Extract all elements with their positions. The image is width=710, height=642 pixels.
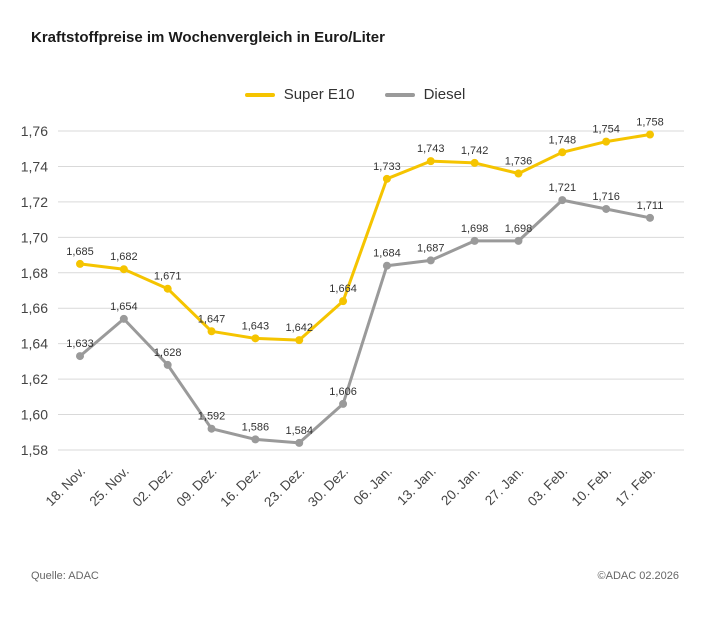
legend-label-super-e10: Super E10 — [283, 86, 355, 103]
data-label: 1,758 — [636, 117, 664, 129]
data-label: 1,633 — [66, 338, 94, 350]
data-label: 1,736 — [505, 156, 533, 168]
data-label: 1,716 — [592, 191, 620, 203]
data-label: 1,748 — [549, 134, 577, 146]
x-axis-label: 03. Feb. — [525, 464, 571, 510]
y-axis-label: 1,74 — [21, 158, 48, 174]
copyright-text: ©ADAC 02.2026 — [597, 570, 680, 582]
legend-label-diesel: Diesel — [423, 86, 466, 103]
y-axis-label: 1,64 — [21, 336, 48, 352]
x-axis-label: 16. Dez. — [217, 464, 263, 510]
y-axis-label: 1,66 — [21, 300, 48, 316]
data-label: 1,685 — [66, 246, 94, 258]
data-point — [207, 424, 216, 433]
data-point — [207, 327, 216, 336]
x-axis-label: 30. Dez. — [305, 464, 351, 510]
data-label: 1,643 — [242, 320, 270, 332]
series-line — [78, 198, 652, 445]
legend-swatch-diesel — [384, 92, 415, 97]
data-label: 1,671 — [154, 271, 182, 283]
x-axis-label: 25. Nov. — [87, 464, 132, 509]
data-label: 1,592 — [198, 411, 226, 423]
chart-legend: Super E10 Diesel — [0, 86, 710, 103]
data-label: 1,733 — [373, 161, 401, 173]
x-axis-label: 02. Dez. — [130, 464, 176, 510]
legend-item-super-e10: Super E10 — [244, 86, 355, 103]
x-axis-label: 20. Jan. — [438, 464, 483, 509]
x-axis-label: 13. Jan. — [394, 464, 439, 509]
data-point — [382, 174, 391, 183]
data-point — [470, 158, 479, 167]
data-point — [251, 334, 260, 343]
data-label: 1,742 — [461, 145, 489, 157]
data-point — [382, 261, 391, 270]
data-label: 1,687 — [417, 242, 445, 254]
data-point — [470, 236, 479, 245]
data-point — [163, 284, 172, 293]
data-point — [646, 213, 654, 222]
data-label: 1,584 — [285, 425, 313, 437]
data-label: 1,586 — [242, 421, 270, 433]
data-label: 1,754 — [592, 124, 620, 136]
data-label: 1,721 — [549, 182, 577, 194]
data-label: 1,698 — [505, 223, 533, 235]
x-axis-label: 17. Feb. — [612, 464, 658, 510]
data-point — [339, 297, 348, 306]
data-label: 1,664 — [329, 283, 357, 295]
legend-item-diesel: Diesel — [384, 86, 466, 103]
x-axis-label: 06. Jan. — [350, 464, 395, 509]
y-axis-label: 1,68 — [21, 265, 48, 281]
source-text: Quelle: ADAC — [31, 570, 99, 582]
data-label: 1,628 — [154, 347, 182, 359]
data-point — [558, 196, 567, 205]
price-chart: 1,58 1,60 1,62 1,64 1,66 1,68 1,70 1,72 1,74 1,76… — [21, 117, 684, 510]
data-point — [514, 169, 523, 178]
x-axis-label: 23. Dez. — [261, 464, 307, 510]
y-axis-label: 1,60 — [21, 407, 48, 423]
data-point — [295, 438, 304, 447]
series-line — [78, 133, 652, 342]
data-point — [558, 148, 567, 157]
page-title: Kraftstoffpreise im Wochenvergleich in E… — [31, 29, 385, 46]
data-point — [119, 265, 128, 274]
chart-footer: Quelle: ADAC ©ADAC 02.2026 — [31, 570, 679, 582]
y-axis-label: 1,70 — [21, 229, 48, 245]
x-axis-label: 18. Nov. — [43, 464, 88, 509]
data-label: 1,684 — [373, 248, 401, 260]
y-axis-label: 1,58 — [21, 442, 48, 458]
legend-swatch-super-e10 — [244, 92, 275, 97]
y-axis-label: 1,76 — [21, 123, 48, 139]
data-point — [426, 256, 435, 265]
data-point — [339, 399, 348, 408]
data-label: 1,698 — [461, 223, 489, 235]
data-label: 1,711 — [637, 200, 664, 212]
y-axis-label: 1,72 — [21, 194, 48, 210]
x-axis-label: 09. Dez. — [173, 464, 219, 510]
data-label: 1,642 — [285, 322, 313, 334]
x-axis-label: 10. Feb. — [569, 464, 615, 510]
data-point — [119, 314, 128, 323]
data-label: 1,647 — [198, 313, 226, 325]
data-label: 1,606 — [329, 386, 357, 398]
data-label: 1,743 — [417, 143, 445, 155]
data-point — [646, 130, 654, 139]
data-point — [514, 236, 523, 245]
x-axis-label: 27. Jan. — [482, 464, 527, 509]
data-point — [251, 435, 260, 444]
data-point — [76, 259, 84, 268]
data-label: 1,654 — [110, 301, 138, 313]
data-point — [426, 157, 435, 166]
data-label: 1,682 — [110, 251, 138, 263]
data-point — [602, 204, 611, 213]
y-axis-label: 1,62 — [21, 371, 48, 387]
data-point — [295, 336, 304, 345]
data-point — [163, 360, 172, 369]
data-point — [76, 352, 84, 361]
data-point — [602, 137, 611, 146]
